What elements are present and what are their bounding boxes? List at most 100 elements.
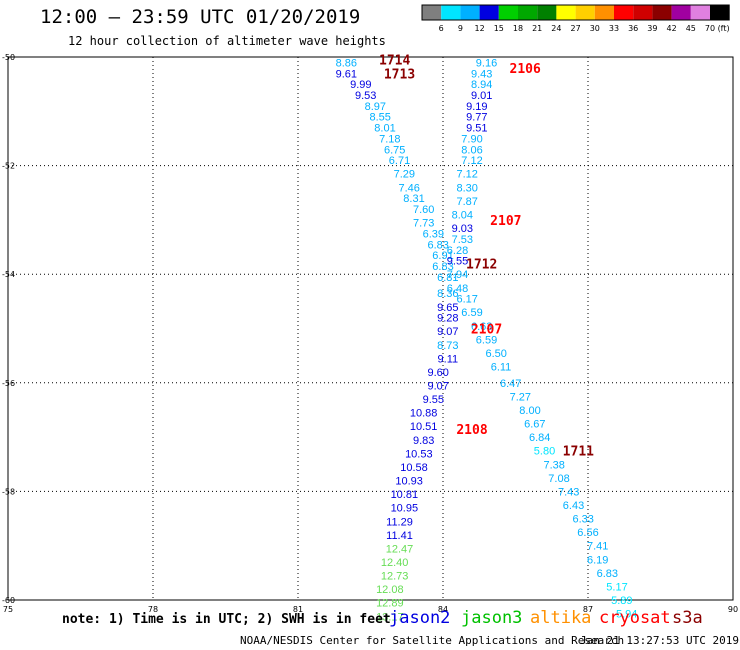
data-point-jason3: 8.94	[471, 79, 492, 91]
legend-swatch	[633, 5, 653, 20]
chart-title: 12:00 – 23:59 UTC 01/20/2019	[40, 6, 361, 28]
data-point-jason3: 6.84	[529, 432, 550, 444]
data-point-jason3: 6.43	[563, 500, 584, 512]
credit-text: NOAA/NESDIS Center for Satellite Applica…	[240, 634, 625, 647]
legend-tick-label: 18	[513, 24, 523, 33]
data-point-jason2: 6.39	[423, 228, 444, 240]
data-point-jason3: 7.53	[452, 234, 473, 246]
data-point-jason3: 8.04	[452, 209, 473, 221]
data-point-jason2: 10.51	[410, 421, 438, 433]
data-point-jason3: 9.43	[471, 68, 492, 80]
legend-tick-label: 12	[475, 24, 485, 33]
legend-swatch	[441, 5, 461, 20]
legend-swatch	[556, 5, 576, 20]
data-point-jason2: 10.93	[395, 476, 423, 488]
data-point-jason3: 5.80	[534, 446, 555, 458]
data-point-jason3: 6.17	[456, 294, 477, 306]
data-point-jason2: 7.73	[413, 218, 434, 230]
legend-swatch	[518, 5, 538, 20]
data-point-jason2: 10.58	[400, 462, 428, 474]
satellite-label-jason3: jason3	[461, 608, 523, 628]
data-point-jason2: 10.53	[405, 448, 433, 460]
legend-swatch	[614, 5, 634, 20]
data-point-jason2: 9.61	[336, 68, 357, 80]
legend-swatch	[479, 5, 499, 20]
data-point-jason2: 11.29	[386, 516, 413, 528]
data-point-jason3: 7.08	[548, 473, 569, 485]
chart-subtitle: 12 hour collection of altimeter wave hei…	[68, 34, 386, 48]
data-point-jason3: 8.30	[456, 182, 477, 194]
data-point-jason2: 8.97	[365, 101, 386, 113]
data-point-jason2: 7.60	[413, 204, 434, 216]
data-point-jason2: 7.46	[398, 182, 419, 194]
data-point-jason2: 9.60	[427, 367, 448, 379]
data-point-jason3: 6.59	[461, 307, 482, 319]
data-point-jason3: 9.55	[447, 256, 468, 268]
data-point-jason2: 6.83	[427, 239, 448, 251]
data-point-jason2: 9.83	[413, 435, 434, 447]
legend-tick-label: 70	[705, 24, 715, 33]
data-point-jason2: 12.40	[381, 557, 409, 569]
data-point-jason3: 9.19	[466, 101, 487, 113]
legend-tick-label: 24	[551, 24, 561, 33]
legend-tick-label: 36	[628, 24, 638, 33]
pass-time-annotation: 2106	[510, 62, 541, 77]
plot-frame	[7, 56, 734, 601]
legend-tick-label: 15	[494, 24, 504, 33]
data-point-jason2: 8.73	[437, 340, 458, 352]
data-point-jason3: 9.16	[476, 57, 497, 69]
data-point-jason3: 6.28	[447, 245, 468, 257]
data-point-jason2: 6.75	[384, 144, 405, 156]
data-point-jason2: 9.28	[437, 313, 458, 325]
data-point-jason2: 12.89	[376, 598, 404, 610]
y-tick-label: -54	[2, 270, 15, 279]
pass-time-annotation: 1713	[384, 67, 415, 82]
legend-swatch	[710, 5, 730, 20]
data-point-jason3: 9.51	[466, 123, 487, 135]
data-point-jason2: 9.55	[423, 394, 444, 406]
data-point-jason2: 10.95	[391, 503, 419, 515]
data-point-jason2: 7.29	[394, 169, 415, 181]
data-point-jason2: 9.65	[437, 302, 458, 314]
data-point-jason3: 9.77	[466, 112, 487, 124]
data-point-jason2: 8.55	[369, 112, 390, 124]
data-point-jason2: 8.31	[403, 193, 424, 205]
data-point-jason3: 7.27	[510, 391, 531, 403]
pass-time-annotation: 2107	[490, 214, 521, 229]
data-point-jason2: 10.88	[410, 408, 438, 420]
legend-tick-label: 21	[532, 24, 542, 33]
x-tick-label: 75	[3, 605, 13, 614]
data-point-jason3: 7.90	[461, 133, 482, 145]
data-point-jason3: 5.17	[606, 581, 627, 593]
data-point-jason3: 6.56	[577, 527, 598, 539]
legend-tick-label: 6	[439, 24, 444, 33]
data-point-jason3: 6.47	[500, 378, 521, 390]
data-point-jason3: 7.12	[456, 169, 477, 181]
legend-swatch	[652, 5, 672, 20]
data-point-jason2: 12.73	[381, 571, 409, 583]
data-point-jason3: 6.11	[491, 362, 512, 374]
legend-swatch	[575, 5, 595, 20]
legend-tick-label: 9	[458, 24, 463, 33]
y-tick-label: -60	[2, 596, 15, 605]
data-point-jason3: 6.50	[485, 348, 506, 360]
data-point-jason2: 8.36	[437, 288, 458, 300]
x-tick-label: 87	[583, 605, 593, 614]
data-point-jason2: 9.99	[350, 79, 371, 91]
data-point-jason3: 9.03	[452, 223, 473, 235]
data-point-jason2: 8.01	[374, 123, 395, 135]
legend-swatch	[671, 5, 691, 20]
x-tick-label: 84	[438, 605, 448, 614]
data-point-jason2: 8.86	[336, 57, 357, 69]
data-point-jason3: 7.87	[456, 196, 477, 208]
data-point-jason3: 6.33	[572, 514, 593, 526]
y-tick-label: -50	[2, 53, 15, 62]
data-point-jason2: 10.81	[391, 489, 419, 501]
data-point-jason3: 8.06	[461, 144, 482, 156]
x-tick-label: 90	[728, 605, 738, 614]
data-point-jason2: 13.17	[376, 611, 404, 623]
legend-tick-label: 33	[609, 24, 619, 33]
data-point-jason3: 7.12	[461, 155, 482, 167]
y-tick-label: -56	[2, 379, 15, 388]
